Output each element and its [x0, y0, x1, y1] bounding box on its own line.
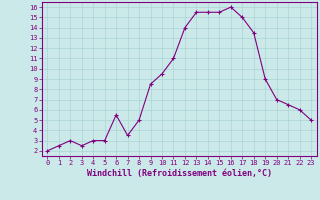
X-axis label: Windchill (Refroidissement éolien,°C): Windchill (Refroidissement éolien,°C): [87, 169, 272, 178]
